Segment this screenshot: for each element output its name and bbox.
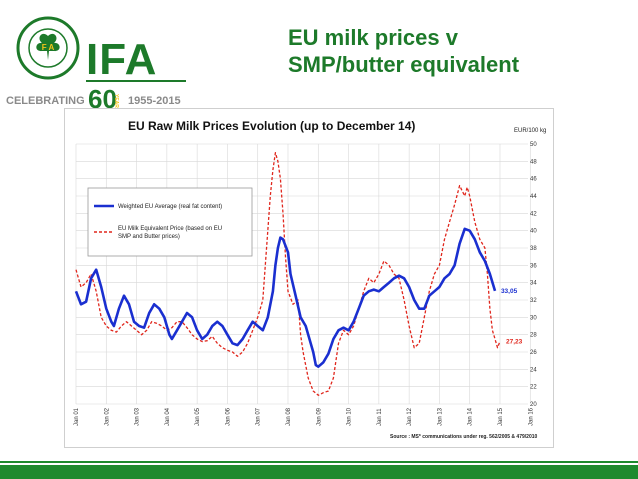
ifa-logo: F A IFA CELEBRATING 60 YEARS 1955-2015	[6, 16, 186, 112]
x-tick-label: Jan 05	[195, 407, 201, 426]
slide-title-line-2: SMP/butter equivalent	[288, 52, 520, 77]
y-tick-label: 34	[530, 281, 537, 287]
slide-title: EU milk prices v SMP/butter equivalent	[288, 24, 633, 78]
end-label-weighted-average: 33,05	[501, 288, 518, 295]
logo-divider	[86, 80, 186, 82]
y-tick-label: 30	[530, 315, 537, 321]
x-tick-label: Jan 14	[468, 407, 474, 426]
chart-frame: EU Raw Milk Prices Evolution (up to Dece…	[64, 108, 554, 448]
y-tick-label: 26	[530, 350, 537, 356]
logo-span: 1955-2015	[128, 95, 181, 107]
chart-legend: Weighted EU Average (real fat content) E…	[87, 187, 253, 257]
x-tick-label: Jan 03	[135, 407, 141, 426]
x-tick-label: Jan 12	[407, 407, 413, 426]
legend-label-weighted: Weighted EU Average (real fat content)	[118, 204, 222, 210]
y-tick-label: 40	[530, 229, 537, 235]
x-tick-label: Jan 15	[498, 407, 504, 426]
x-tick-label: Jan 07	[256, 407, 262, 426]
legend-box	[87, 187, 253, 257]
x-tick-label: Jan 01	[74, 407, 80, 426]
y-tick-label: 22	[530, 385, 537, 391]
chart-title: EU Raw Milk Prices Evolution (up to Dece…	[128, 119, 415, 133]
x-tick-label: Jan 04	[165, 407, 171, 426]
series-line-equivalent-price	[75, 152, 501, 396]
y-tick-label: 48	[530, 159, 537, 165]
logo-years-number: 60	[88, 84, 117, 112]
x-tick-label: Jan 06	[225, 407, 231, 426]
logo-brand: IFA	[86, 35, 157, 84]
y-tick-label: 44	[530, 194, 537, 200]
x-tick-label: Jan 11	[377, 408, 383, 426]
logo-years-word: YEARS	[113, 94, 119, 112]
end-label-equivalent-price: 27,23	[506, 338, 523, 345]
series-lines	[74, 152, 501, 396]
x-tick-label: Jan 10	[347, 407, 353, 426]
x-tick-label: Jan 02	[104, 407, 110, 426]
x-tick-label: Jan 09	[316, 407, 322, 426]
x-tick-label: Jan 16	[528, 407, 534, 426]
bottom-accent-bar	[0, 465, 638, 479]
y-tick-label: 46	[530, 177, 537, 183]
grid-lines	[75, 143, 531, 405]
bottom-accent-line	[0, 461, 638, 463]
y-tick-label: 32	[530, 298, 537, 304]
slide-title-line-1: EU milk prices v	[288, 25, 458, 50]
chart-border	[64, 108, 554, 448]
y-tick-label: 38	[530, 246, 537, 252]
y-tick-label: 50	[530, 142, 537, 148]
x-tick-label: Jan 08	[286, 407, 292, 426]
chart-ylabel: EUR/100 kg	[514, 128, 546, 134]
end-labels: 27,23 33,05	[501, 288, 523, 345]
logo-celebrating: CELEBRATING	[6, 95, 85, 107]
y-tick-label: 36	[530, 263, 537, 269]
y-tick-label: 24	[530, 367, 537, 373]
y-tick-labels: 20 22 24 26 28 30 32 34 36 38 40 42 44 46 48 50	[530, 142, 537, 408]
logo-seal-letters: F A	[42, 43, 55, 52]
shamrock-icon	[36, 33, 60, 60]
x-tick-label: Jan 13	[437, 407, 443, 426]
y-tick-label: 20	[530, 402, 537, 408]
chart-source: Source : MS* communications under reg. 5…	[390, 434, 538, 440]
legend-label-equivalent: EU Milk Equivalent Price (based on EU SM…	[118, 226, 224, 240]
y-tick-label: 28	[530, 333, 537, 339]
x-tick-labels: Jan 01 Jan 02 Jan 03 Jan 04 Jan 05 Jan 06 Jan …	[74, 407, 534, 426]
milk-price-chart: EU Raw Milk Prices Evolution (up to Dece…	[64, 108, 554, 448]
y-tick-label: 42	[530, 211, 537, 217]
series-line-weighted-average	[74, 227, 497, 369]
